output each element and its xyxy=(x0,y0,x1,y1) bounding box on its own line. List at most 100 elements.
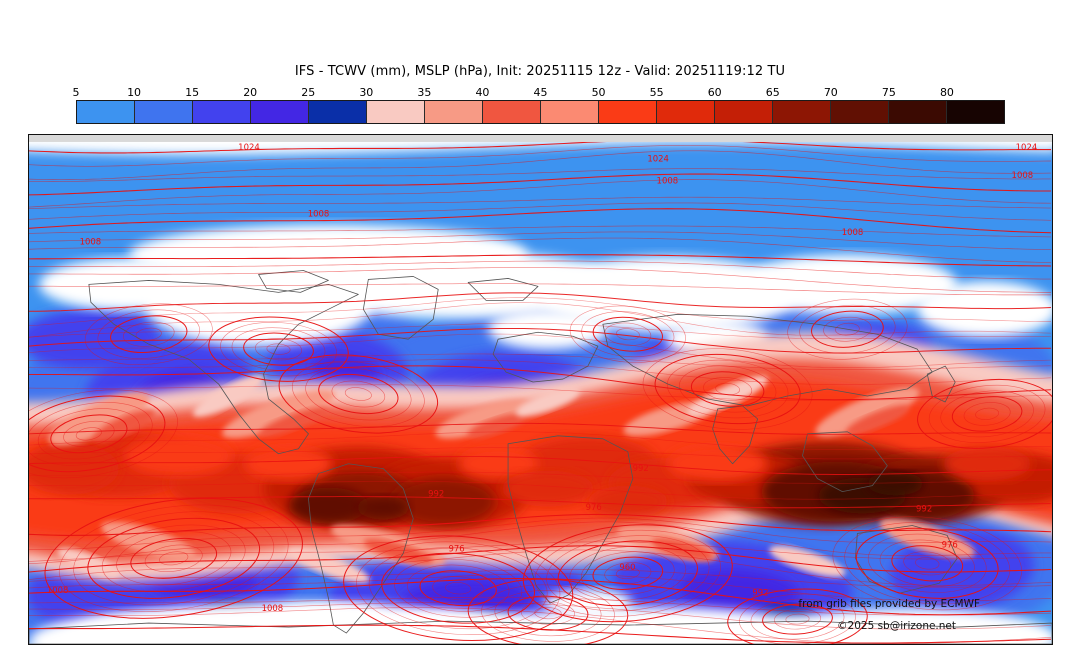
colorbar-segment xyxy=(773,101,831,123)
tcwv-high-core xyxy=(667,445,768,482)
copyright-credit: ©2025 sb@irizone.net xyxy=(837,620,956,632)
mslp-isobar-closed xyxy=(29,389,178,479)
mslp-isobar-closed xyxy=(266,343,291,355)
colorbar-segment xyxy=(889,101,947,123)
mslp-isobar xyxy=(29,283,1052,296)
colorbar-tick: 35 xyxy=(417,86,432,99)
mslp-isobar-closed xyxy=(534,529,721,617)
coastline xyxy=(308,463,414,634)
mslp-isobar xyxy=(29,353,1052,370)
mslp-isobar-label: 1008 xyxy=(308,208,330,218)
mslp-isobar-closed xyxy=(844,522,1011,605)
mslp-isobar-closed xyxy=(592,556,664,590)
mslp-isobar-closed xyxy=(739,593,856,644)
coastline xyxy=(258,270,329,293)
mslp-isobar-closed xyxy=(110,315,188,353)
mslp-isobar xyxy=(29,254,1052,267)
tcwv-plume xyxy=(687,375,768,416)
mslp-isobar-closed xyxy=(29,402,153,466)
colorbar-segment xyxy=(425,101,483,123)
mslp-isobar xyxy=(29,168,1052,183)
map-panel[interactable]: 1024 1024 1008 1024 1008 1008 1008 1008 992 992 97… xyxy=(28,134,1053,645)
mslp-isobar xyxy=(29,267,1052,293)
colorbar-segment xyxy=(367,101,425,123)
mslp-isobar-closed xyxy=(811,310,884,348)
colorbar-tick: 25 xyxy=(301,86,316,99)
mslp-isobar xyxy=(29,431,1052,450)
mslp-isobar xyxy=(29,541,1052,562)
mslp-isobar xyxy=(29,422,1052,435)
colorbar-tick-labels: 5 10 15 20 25 30 35 40 45 50 55 60 65 70 75 80 xyxy=(73,86,1005,100)
mslp-isobar-closed xyxy=(278,354,439,434)
colorbar-segment xyxy=(77,101,135,123)
colorbar-tick: 60 xyxy=(707,86,722,99)
tcwv-high-core xyxy=(502,470,594,507)
tcwv-plume xyxy=(515,387,581,417)
mslp-isobar-closed xyxy=(785,613,810,625)
mslp-isobar-label: 992 xyxy=(752,588,768,598)
mslp-isobar xyxy=(29,359,1052,385)
mslp-isobar xyxy=(29,196,1052,209)
mslp-isobar-closed xyxy=(654,353,801,425)
mslp-isobar-closed xyxy=(703,377,753,401)
mslp-isobar-label: 992 xyxy=(916,504,932,514)
tcwv-plume xyxy=(57,548,121,579)
mslp-isobar xyxy=(29,480,1052,500)
mslp-isobar-closed xyxy=(832,516,1022,611)
mslp-isobar-closed xyxy=(521,601,575,625)
mslp-isobar-closed xyxy=(546,535,710,612)
colorbar-segment xyxy=(541,101,599,123)
mslp-isobar-label: 1008 xyxy=(1012,170,1034,180)
tcwv-plume xyxy=(92,409,156,442)
mslp-isobar-closed xyxy=(318,373,399,415)
tcwv-plume xyxy=(815,387,920,437)
coastline xyxy=(492,331,599,383)
mslp-isobar-closed xyxy=(381,552,536,624)
mslp-isobar-closed xyxy=(73,511,275,606)
mslp-isobar-closed xyxy=(135,327,162,341)
mslp-isobar xyxy=(29,573,1052,602)
mslp-isobar-label: 960 xyxy=(619,562,635,572)
mslp-isobar-closed xyxy=(615,328,640,341)
tcwv-mslp-map: 1024 1024 1008 1024 1008 1008 1008 1008 992 992 97… xyxy=(29,135,1052,644)
tcwv-plume xyxy=(769,545,846,577)
mslp-isobar xyxy=(29,596,1052,616)
coastline xyxy=(362,276,439,340)
colorbar-tick: 15 xyxy=(185,86,200,99)
mslp-isobar-closed xyxy=(917,378,1052,449)
mslp-isobar-closed xyxy=(368,547,548,630)
mslp-isobar-closed xyxy=(75,427,102,441)
mslp-isobar-closed xyxy=(762,603,833,635)
mslp-isobar xyxy=(29,208,1052,234)
mslp-isobar-closed xyxy=(592,316,663,352)
mslp-isobar-closed xyxy=(867,533,987,593)
mslp-isobar-label: 976 xyxy=(448,543,464,553)
mslp-isobar-closed xyxy=(534,607,562,620)
tcwv-low-patch xyxy=(757,608,1052,644)
coastline xyxy=(88,280,359,455)
mslp-isobar-closed xyxy=(581,551,675,596)
colorbar-tick: 45 xyxy=(533,86,548,99)
colorbar-tick: 55 xyxy=(649,86,664,99)
mslp-isobar-closed xyxy=(903,551,952,576)
mslp-isobar-closed xyxy=(123,321,175,347)
mslp-isobar-closed xyxy=(604,562,652,585)
mslp-isobar-closed xyxy=(823,316,872,342)
ecmwf-credit: from grib files provided by ECMWF xyxy=(798,598,980,610)
mslp-isobar-label: 976 xyxy=(942,539,958,549)
mslp-isobar-closed xyxy=(727,588,868,644)
tcwv-high-core xyxy=(587,485,668,518)
mslp-isobar-closed xyxy=(879,539,975,587)
tcwv-high-core xyxy=(943,446,1032,481)
mslp-isobar-closed xyxy=(231,327,326,371)
colorbar-tick: 70 xyxy=(823,86,838,99)
mslp-isobar-closed xyxy=(467,578,629,644)
mslp-isobar-closed xyxy=(481,584,615,642)
mslp-isobar-closed xyxy=(975,407,1000,420)
tcwv-core xyxy=(29,309,159,370)
mslp-isobar xyxy=(29,150,1052,181)
mslp-isobar-closed xyxy=(254,338,303,361)
mslp-isobar-closed xyxy=(50,414,128,454)
mslp-isobar-closed xyxy=(419,570,497,607)
